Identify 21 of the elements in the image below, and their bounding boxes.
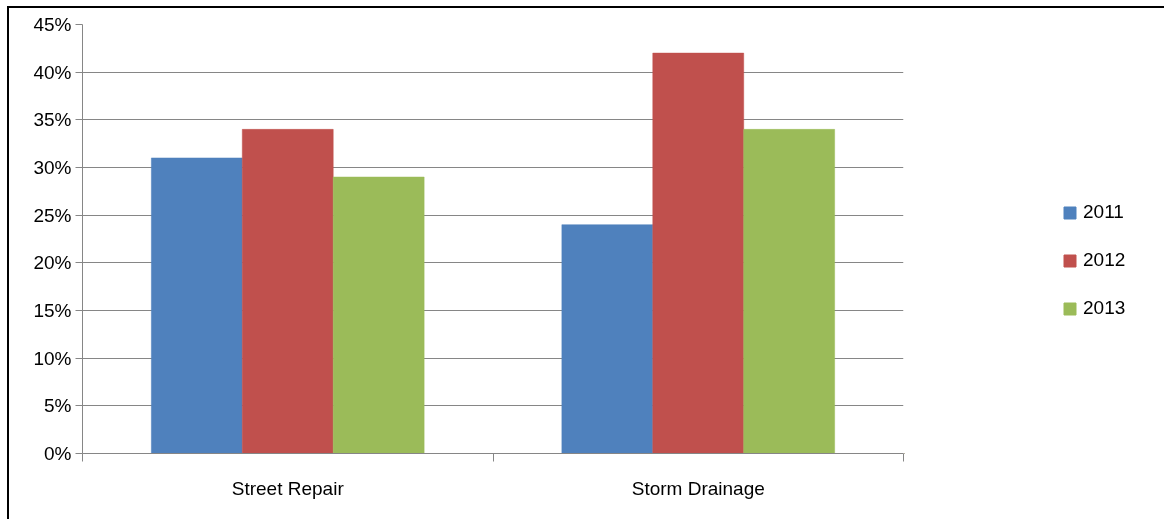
y-tick-label: 0% <box>44 443 72 464</box>
x-tick-label: Storm Drainage <box>631 477 765 499</box>
y-tick-label: 25% <box>33 204 72 226</box>
bar <box>242 129 334 454</box>
y-tick-label: 35% <box>33 109 72 131</box>
legend-label: 2011 <box>1083 201 1124 223</box>
bar <box>743 129 835 454</box>
y-tick-label: 30% <box>33 157 72 178</box>
x-tick-label: Street Repair <box>231 477 345 499</box>
y-tick-label: 45% <box>33 14 72 35</box>
legend-label: 2013 <box>1083 297 1126 319</box>
bar <box>151 157 243 454</box>
bar <box>652 52 744 454</box>
y-tick-label: 15% <box>33 300 72 321</box>
legend-label: 2012 <box>1083 249 1126 271</box>
bar <box>332 176 425 454</box>
y-tick-label: 5% <box>44 395 72 417</box>
bar <box>561 224 654 454</box>
y-tick-label: 40% <box>33 61 72 83</box>
y-tick-label: 20% <box>33 252 72 274</box>
y-tick-label: 10% <box>33 347 72 369</box>
